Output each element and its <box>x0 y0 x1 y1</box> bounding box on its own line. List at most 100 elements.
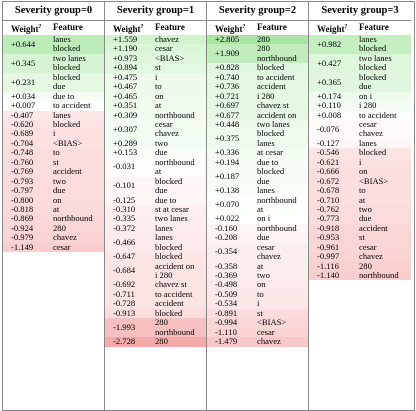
feature-name: to <box>153 81 206 91</box>
weight-value: -0.728 <box>113 298 136 309</box>
feature-name: lanes <box>153 223 206 233</box>
feature-token: blocked <box>53 43 81 54</box>
weight-row: +0.894 st <box>105 62 206 73</box>
feature-name: due to <box>255 156 308 167</box>
feature-token: accident <box>155 298 184 309</box>
feature-token: i 280 <box>257 90 275 101</box>
weight-value: +0.336 <box>215 147 240 158</box>
feature-name: two <box>153 137 206 148</box>
weight-rows: +0.982 lanes blocked +0.427 two lanes blocked… <box>309 34 411 281</box>
weight-value: -1.993 <box>113 321 136 332</box>
column-header: Weight? Feature <box>207 21 308 34</box>
weight-row: -0.773 due <box>309 213 411 224</box>
feature-token: cesar <box>155 118 173 129</box>
feature-name: st <box>51 156 104 167</box>
feature-token: i <box>53 128 56 139</box>
feature-name: two <box>255 270 308 280</box>
weight-rows: +0.644 lanes blocked +0.345 two lanes blocked… <box>3 34 104 253</box>
weight-row: -0.466 lanes blocked <box>105 232 206 253</box>
feature-name: two lanes blocked <box>357 53 411 73</box>
feature-token: i <box>359 156 362 167</box>
feature-name: 280 <box>153 336 206 346</box>
feature-name: lanes blocked <box>357 34 411 54</box>
feature-token: accident <box>257 81 286 92</box>
weight-row: +0.427 two lanes blocked <box>309 53 411 73</box>
feature-name: blocked <box>357 147 411 157</box>
weight-row: -0.310 st at cesar <box>105 204 206 215</box>
weight-value: -0.748 <box>11 147 34 158</box>
weight-row: +0.465 on <box>105 91 206 102</box>
feature-token: st <box>155 62 161 73</box>
weight-value: +0.365 <box>317 76 342 87</box>
feature-name: at cesar <box>255 147 308 158</box>
feature-name: cesar chavez <box>255 242 308 262</box>
weight-row: -0.748 to <box>3 147 104 158</box>
weight-row: +0.448 two lanes <box>207 119 308 130</box>
weight-value: +0.231 <box>11 76 36 87</box>
feature-token: at <box>155 166 162 177</box>
feature-name: blocked <box>255 62 308 72</box>
feature-token: blocked <box>359 62 387 73</box>
weight-value: +1.909 <box>215 48 240 59</box>
feature-name: accident on i 280 <box>153 261 206 281</box>
feature-token: on i <box>257 213 271 224</box>
feature-token: chavez <box>257 336 281 347</box>
feature-name: accident on <box>255 110 308 120</box>
weight-row: -0.534 i <box>207 298 308 309</box>
weight-value: -0.666 <box>317 166 340 177</box>
weight-row: +0.110 i 280 <box>309 100 411 111</box>
weight-value: -0.711 <box>113 288 135 299</box>
feature-token: chavez <box>257 251 281 262</box>
weight-row: -0.692 chavez st <box>105 280 206 290</box>
weight-value: -0.031 <box>113 161 136 172</box>
feature-token: to accident <box>155 288 193 299</box>
feature-name: lanes <box>255 185 308 195</box>
feature-token: blocked <box>155 307 183 318</box>
weight-help-marker: ? <box>38 24 42 30</box>
weight-value: -0.354 <box>215 246 238 257</box>
weight-row: +0.828 blocked <box>207 62 308 73</box>
weight-value: -0.797 <box>11 185 34 196</box>
feature-token: due <box>53 185 66 196</box>
feature-token: lanes <box>359 34 377 45</box>
weight-row: -0.620 blocked <box>3 119 104 130</box>
feature-name: blocked <box>51 119 104 129</box>
feature-token: st <box>53 156 59 167</box>
feature-token: two <box>155 137 168 148</box>
feature-token: 280 <box>257 34 270 45</box>
feature-name: cesar <box>51 242 104 252</box>
weight-row: +1.559 chavez <box>105 34 206 45</box>
feature-token: at cesar <box>257 147 283 158</box>
severity-column-2: Severity group=2 Weight? Feature +2.805 280 +… <box>207 2 309 410</box>
weight-value: -0.647 <box>113 251 136 262</box>
weight-row: -1.479 chavez <box>207 336 308 347</box>
weight-row: -1.149 cesar <box>3 242 104 253</box>
weight-value: +0.973 <box>113 52 138 63</box>
feature-name: chavez <box>255 336 308 347</box>
feature-token: northbound <box>155 326 195 337</box>
weight-row: -0.797 due <box>3 185 104 196</box>
feature-token: on <box>359 166 368 177</box>
weight-header-label: Weight <box>215 24 243 34</box>
weight-value: -0.369 <box>215 270 238 281</box>
feature-name: northbound at <box>255 195 308 214</box>
feature-name: 280 <box>51 223 104 233</box>
weight-value: +0.034 <box>11 90 36 101</box>
weight-help-marker: ? <box>242 24 246 30</box>
weight-row: -0.953 st <box>309 232 411 243</box>
feature-token: st <box>359 232 365 243</box>
feature-name: <BIAS> <box>357 176 411 186</box>
weight-value: -0.546 <box>317 147 340 158</box>
feature-name: st at cesar <box>153 204 206 214</box>
feature-token: due <box>53 81 66 92</box>
feature-name: blocked due <box>255 166 308 186</box>
weight-value: -1.110 <box>215 326 237 337</box>
feature-token: due to <box>257 156 279 167</box>
feature-token: to <box>53 147 60 158</box>
feature-name: due <box>153 147 206 157</box>
feature-name: to <box>357 185 411 195</box>
feature-token: st <box>257 307 263 318</box>
feature-token: due <box>359 213 372 224</box>
feature-name: northbound <box>255 223 308 233</box>
feature-token: cesar <box>359 241 377 252</box>
